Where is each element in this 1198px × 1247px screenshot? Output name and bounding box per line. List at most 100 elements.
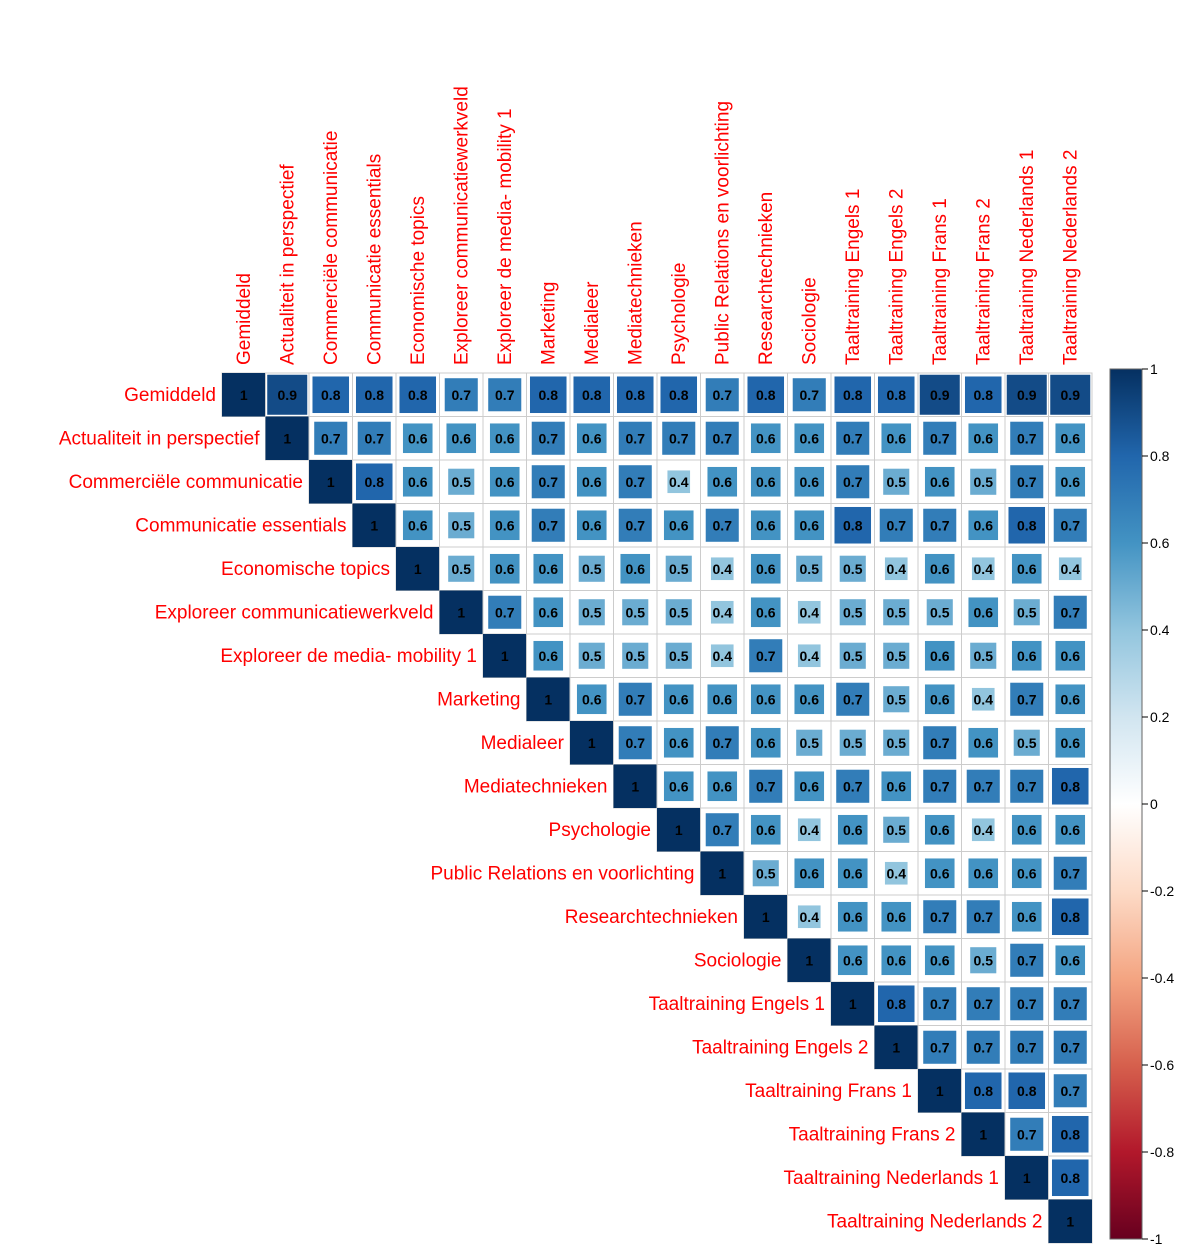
column-label: Taaltraining Nederlands 1 — [1017, 150, 1038, 365]
heatmap-cell — [924, 640, 955, 671]
cell-value-label: 0.6 — [843, 865, 863, 881]
row-label: Economische topics — [221, 559, 390, 580]
column-label: Commerciële communicatie — [321, 131, 342, 365]
heatmap-cell — [570, 721, 614, 765]
cell-value-label: 1 — [718, 865, 726, 881]
legend-tick-label: 0.6 — [1150, 535, 1170, 551]
cell-value-label: 0.7 — [1017, 1039, 1037, 1055]
cell-value-label: 0.6 — [1061, 691, 1081, 707]
heatmap-cell — [489, 553, 520, 584]
legend-tick-label: 0.2 — [1150, 709, 1170, 725]
cell-value-label: 1 — [457, 604, 465, 620]
heatmap-cell — [836, 682, 870, 716]
heatmap-cell — [970, 468, 997, 495]
heatmap-cell — [961, 1112, 1005, 1156]
cell-value-label: 0.8 — [756, 387, 776, 403]
heatmap-cell — [489, 510, 520, 541]
heatmap-cell — [399, 376, 437, 414]
cell-value-label: 0.7 — [930, 996, 950, 1012]
cell-value-label: 0.8 — [1061, 1170, 1081, 1186]
heatmap-cell — [1010, 943, 1044, 977]
heatmap-cell — [839, 729, 866, 756]
heatmap-cell — [750, 553, 781, 584]
heatmap-cell — [707, 684, 738, 715]
cell-value-label: 0.6 — [582, 691, 602, 707]
column-label: Taaltraining Engels 1 — [843, 189, 864, 365]
heatmap-cell — [794, 771, 825, 802]
heatmap-cell — [439, 590, 483, 634]
column-label: Public Relations en voorlichting — [712, 101, 733, 365]
heatmap-cell — [964, 376, 1002, 414]
row-label: Communicatie essentials — [135, 515, 346, 536]
heatmap-cell — [402, 510, 433, 541]
cell-value-label: 0.9 — [278, 387, 298, 403]
heatmap-cell — [665, 642, 692, 669]
heatmap-cell — [402, 466, 433, 497]
cell-value-label: 0.6 — [1017, 561, 1037, 577]
heatmap-cell — [881, 771, 912, 802]
cell-value-label: 0.6 — [1061, 648, 1081, 664]
cell-value-label: 0.6 — [1061, 952, 1081, 968]
heatmap-cell — [796, 555, 823, 582]
cell-value-label: 1 — [849, 996, 857, 1012]
cell-value-label: 0.7 — [713, 430, 733, 446]
row-label: Taaltraining Frans 2 — [789, 1124, 956, 1145]
heatmap-cell — [622, 642, 649, 669]
cell-value-label: 0.6 — [756, 604, 776, 620]
row-label: Commerciële communicatie — [69, 472, 303, 493]
row-label: Taaltraining Engels 1 — [649, 994, 825, 1015]
heatmap-cell — [444, 378, 478, 412]
heatmap-cell — [700, 851, 744, 895]
column-label: Economische topics — [408, 196, 429, 365]
heatmap-cell — [1011, 814, 1042, 845]
heatmap-cell — [924, 684, 955, 715]
heatmap-cell — [919, 374, 960, 415]
cell-value-label: 0.6 — [1017, 909, 1037, 925]
cell-value-label: 0.7 — [800, 387, 820, 403]
heatmap-cell — [1011, 858, 1042, 889]
cell-value-label: 0.8 — [1017, 1083, 1037, 1099]
column-label: Exploreer communicatiewerkveld — [451, 86, 472, 365]
cell-value-label: 0.7 — [930, 735, 950, 751]
cell-value-label: 0.7 — [713, 822, 733, 838]
cell-value-label: 0.8 — [974, 1083, 994, 1099]
cell-value-label: 0.7 — [974, 909, 994, 925]
cell-value-label: 0.6 — [408, 517, 428, 533]
cell-value-label: 0.4 — [800, 822, 820, 838]
cell-value-label: 0.4 — [974, 822, 994, 838]
cell-value-label: 0.6 — [1017, 865, 1037, 881]
cell-value-label: 1 — [544, 691, 552, 707]
cell-value-label: 0.6 — [1061, 474, 1081, 490]
cell-value-label: 0.6 — [669, 517, 689, 533]
legend-tick-label: 0.4 — [1150, 622, 1170, 638]
heatmap-cell — [883, 642, 910, 669]
cell-value-label: 0.7 — [1017, 778, 1037, 794]
heatmap-cell — [1051, 898, 1089, 936]
heatmap-cell — [660, 376, 698, 414]
cell-value-label: 0.7 — [930, 909, 950, 925]
column-label: Mediatechnieken — [625, 221, 646, 365]
heatmap-cell — [918, 1069, 962, 1113]
heatmap-cell — [750, 814, 781, 845]
heatmap-cell — [1055, 423, 1086, 454]
cell-value-label: 0.6 — [408, 474, 428, 490]
heatmap-cell — [968, 423, 999, 454]
cell-value-label: 0.6 — [756, 430, 776, 446]
cell-value-label: 0.5 — [452, 474, 472, 490]
heatmap-cell — [1050, 374, 1091, 415]
cell-value-label: 0.6 — [800, 430, 820, 446]
heatmap-cell — [883, 729, 910, 756]
heatmap-cell — [657, 808, 701, 852]
cell-value-label: 0.7 — [1017, 474, 1037, 490]
cell-value-label: 0.4 — [713, 604, 733, 620]
cell-value-label: 0.5 — [582, 561, 602, 577]
heatmap-cell — [533, 640, 564, 671]
column-labels: Gemiddeld Actualiteit in perspectief Comme… — [234, 86, 1082, 365]
heatmap-cell — [531, 508, 565, 542]
heatmap-cell — [926, 599, 953, 626]
heatmap-cell — [1053, 1030, 1087, 1064]
cell-value-label: 0.7 — [1017, 996, 1037, 1012]
heatmap-cell — [576, 684, 607, 715]
row-label: Taaltraining Frans 1 — [745, 1081, 912, 1102]
cell-value-label: 0.8 — [539, 387, 559, 403]
